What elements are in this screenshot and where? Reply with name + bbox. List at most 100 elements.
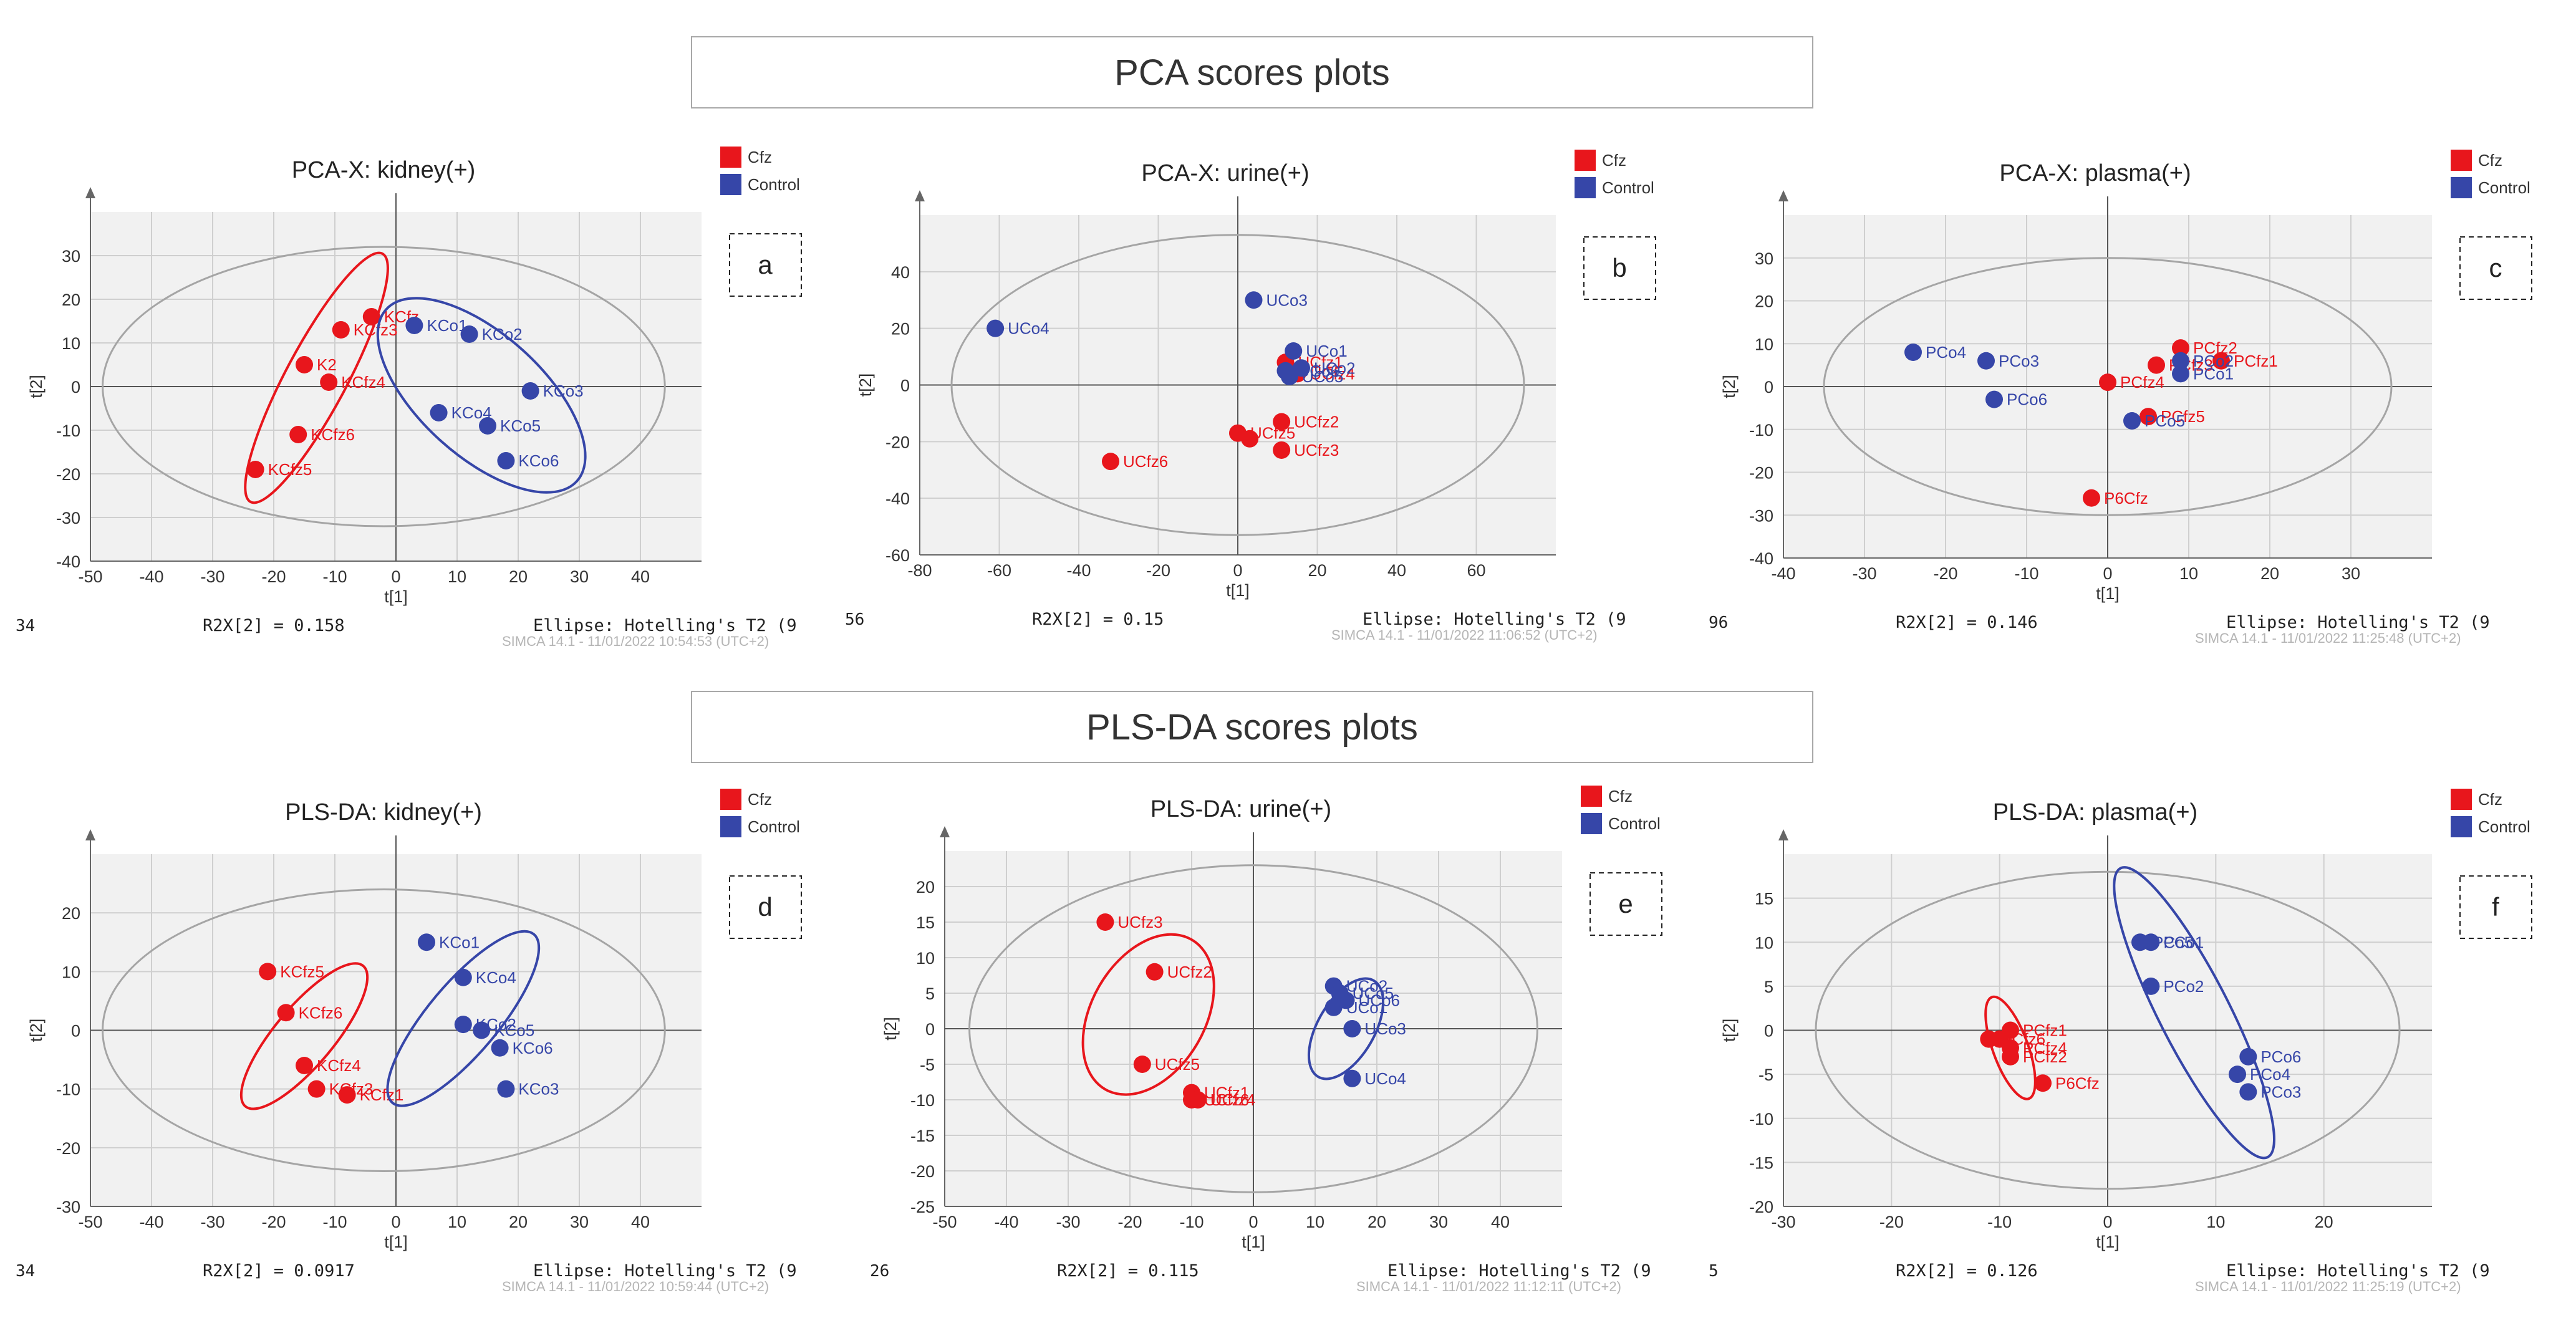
chart-panel-e: -50 -40 -30 -20 -10 0 10 20 30 40-25-20-15-10-505… <box>870 786 1662 1294</box>
cfz-score-point <box>2099 373 2116 392</box>
y-tick-label: -20 <box>1749 464 1773 483</box>
y-tick-label: 10 <box>1755 335 1773 354</box>
x-tick-label: 20 <box>509 567 528 586</box>
control-point-label: KCo2 <box>482 325 523 344</box>
footer-ellipse-note: Ellipse: Hotelling's T2 (9 <box>533 616 797 635</box>
y-tick-label: 20 <box>1755 292 1773 311</box>
x-axis-label: t[1] <box>1242 1233 1265 1251</box>
y-tick-label: 20 <box>62 904 80 923</box>
y-tick-label: -15 <box>910 1127 935 1145</box>
cfz-score-point <box>332 321 350 339</box>
control-score-point <box>987 319 1005 337</box>
control-point-label: UCo2 <box>1314 358 1355 377</box>
x-tick-label: -50 <box>932 1213 957 1231</box>
footer-observation-count: 34 <box>16 617 35 635</box>
cfz-score-point <box>1133 1056 1151 1073</box>
control-point-label: UCo2 <box>1346 977 1387 996</box>
legend-swatch-control <box>1575 177 1596 198</box>
y-tick-label: 10 <box>62 334 80 353</box>
chart-panel-b: -80 -60 -40 -20 0 20 40 60-60-40-2002040t[1]t[2… <box>845 150 1656 643</box>
x-axis-label: t[1] <box>2096 1233 2120 1251</box>
control-point-label: PCo3 <box>2260 1082 2301 1101</box>
control-score-point <box>1280 367 1298 385</box>
legend-swatch-cfz <box>2451 789 2472 810</box>
panel-label: a <box>758 250 773 279</box>
cfz-score-point <box>362 308 380 325</box>
x-tick-label: -40 <box>1771 564 1795 583</box>
y-tick-label: 5 <box>925 984 935 1003</box>
y-tick-label: -20 <box>1749 1198 1773 1216</box>
chart-panel-d: -50 -40 -30 -20 -10 0 10 20 30 40 -30 -20 -10 0 10 20 t[… <box>16 789 802 1294</box>
footer-r2x: R2X[2] = 0.126 <box>1896 1261 2038 1281</box>
control-score-point <box>405 317 423 334</box>
cfz-score-point <box>2172 339 2189 357</box>
footer-ellipse-note: Ellipse: Hotelling's T2 (9 <box>1363 610 1626 629</box>
control-score-point <box>521 382 539 400</box>
legend-swatch-cfz <box>1581 786 1602 807</box>
cfz-point-label: UCfz4 <box>1310 364 1355 383</box>
chart-title: PCA-X: plasma(+) <box>1999 160 2191 186</box>
y-tick-label: 0 <box>71 378 80 397</box>
control-group-ellipse <box>376 297 587 494</box>
panel-label-box <box>2459 875 2532 939</box>
cfz-group-ellipse <box>1081 933 1215 1096</box>
cfz-point-label: P6Cfz <box>2055 1074 2100 1092</box>
y-tick-label: 30 <box>62 247 80 266</box>
x-tick-label: -20 <box>1879 1213 1904 1231</box>
x-tick-label: 40 <box>1491 1213 1510 1231</box>
cfz-point-label: KCfz6 <box>299 1003 343 1022</box>
cfz-score-point <box>289 426 307 443</box>
panel-label: e <box>1618 889 1633 918</box>
footer-r2x: R2X[2] = 0.158 <box>203 616 345 635</box>
y-tick-label: 20 <box>891 320 910 339</box>
y-axis-arrow <box>1778 829 1788 840</box>
legend-swatch-control <box>2451 177 2472 198</box>
cfz-score-point <box>246 461 264 478</box>
control-score-point <box>1337 991 1355 1009</box>
cfz-score-point <box>2034 1074 2052 1092</box>
cfz-score-point <box>338 1086 356 1104</box>
cfz-point-label: PCfz1 <box>2023 1021 2067 1040</box>
cfz-score-point <box>320 373 338 391</box>
y-tick-label: -30 <box>1749 506 1773 525</box>
x-tick-label: -30 <box>1771 1213 1795 1231</box>
y-tick-label: 15 <box>1755 890 1773 908</box>
footer-r2x: R2X[2] = 0.0917 <box>203 1261 355 1281</box>
cfz-point-label: UCfz2 <box>1294 413 1339 431</box>
control-point-label: UCo3 <box>1266 291 1308 309</box>
panel-label-box <box>729 875 802 939</box>
control-point-label: UCo6 <box>1359 991 1400 1009</box>
cfz-point-label: KCfz4 <box>317 1056 361 1075</box>
x-tick-label: -30 <box>200 567 224 586</box>
panel-label-box <box>1583 236 1656 300</box>
cfz-score-point <box>259 963 277 981</box>
cfz-point-label: PCfz1 <box>2234 352 2278 370</box>
cfz-point-label: UCfz1 <box>1204 1084 1249 1102</box>
x-tick-label: 10 <box>1306 1213 1324 1231</box>
legend-label-control: Control <box>748 817 800 836</box>
cfz-score-point <box>1241 430 1259 448</box>
control-score-point <box>479 417 496 435</box>
x-tick-label: 20 <box>2260 564 2279 583</box>
x-tick-label: 30 <box>2342 564 2360 583</box>
y-axis-label: t[2] <box>27 1019 46 1042</box>
control-point-label: UCo1 <box>1306 342 1347 360</box>
control-score-point <box>497 1080 515 1098</box>
legend-label-cfz: Cfz <box>748 790 772 809</box>
x-tick-label: 0 <box>2103 1213 2112 1231</box>
x-tick-label: -10 <box>1179 1213 1204 1231</box>
hotelling-t2-ellipse <box>1815 870 2401 1190</box>
control-point-label: KCo4 <box>476 968 516 987</box>
cfz-score-point <box>2083 489 2100 507</box>
y-axis-arrow <box>85 829 95 840</box>
control-group-ellipse <box>386 930 541 1107</box>
x-axis-label: t[1] <box>384 587 408 606</box>
chart-panel-c: -40 -30 -20 -10 0 10 20 30 -40 -30 -20 -10 0 10 20 30 t[… <box>1709 150 2532 646</box>
cfz-score-point <box>296 356 313 373</box>
y-tick-label: 0 <box>900 377 910 395</box>
y-tick-label: 40 <box>891 263 910 282</box>
y-tick-label: -20 <box>885 433 910 451</box>
control-point-label: PCo1 <box>2193 364 2234 383</box>
footer-watermark: SIMCA 14.1 - 11/01/2022 11:06:52 (UTC+2) <box>1331 627 1598 643</box>
